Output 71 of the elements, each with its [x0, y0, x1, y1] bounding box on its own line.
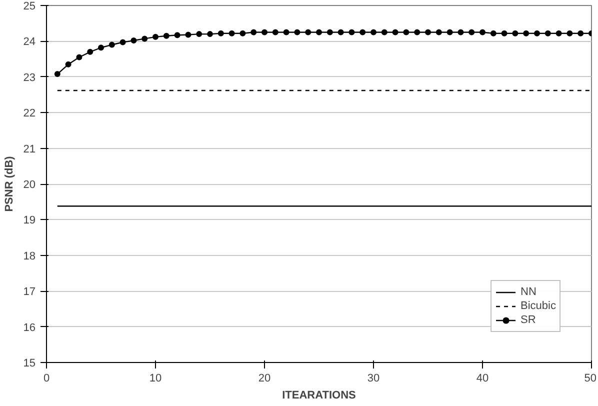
x-tick-label: 50: [584, 372, 597, 384]
point: [174, 32, 180, 38]
point: [142, 36, 148, 42]
point: [446, 29, 453, 36]
legend-label: NN: [520, 285, 538, 299]
y-tick-label: 16: [23, 322, 36, 334]
y-tick-label: 25: [23, 0, 36, 12]
point: [326, 29, 333, 36]
y-tick-label: 22: [23, 108, 36, 120]
point: [305, 29, 312, 36]
legend-label: Bicubic: [520, 299, 556, 313]
point: [152, 34, 158, 40]
x-tick-label: 10: [149, 372, 162, 384]
point: [480, 29, 486, 36]
point: [578, 30, 584, 36]
x-axis-title: ITEARATIONS: [282, 390, 356, 402]
point: [458, 29, 464, 36]
y-tick-label: 20: [23, 179, 36, 191]
point: [250, 29, 257, 36]
y-tick-label: 15: [23, 358, 36, 370]
y-tick-label: 24: [23, 36, 36, 48]
point: [54, 71, 60, 78]
point: [316, 29, 322, 36]
point: [523, 30, 530, 36]
point: [392, 29, 398, 36]
point: [240, 30, 246, 36]
y-tick-label: 17: [23, 286, 36, 298]
point: [468, 29, 475, 36]
x-tick-label: 30: [367, 372, 380, 384]
point: [87, 48, 94, 55]
point: [262, 29, 268, 36]
point: [185, 32, 192, 38]
point: [490, 30, 496, 36]
point: [414, 29, 420, 36]
point: [556, 30, 562, 36]
point: [566, 30, 573, 36]
point: [283, 29, 290, 36]
point: [218, 30, 224, 36]
legend-label: SR: [520, 313, 537, 327]
point: [294, 29, 300, 36]
point: [403, 29, 410, 36]
point: [534, 30, 540, 36]
point: [544, 30, 551, 36]
point: [65, 61, 72, 68]
point: [108, 42, 115, 48]
point: [130, 37, 137, 44]
point: [120, 39, 126, 46]
x-tick-label: 40: [476, 372, 489, 384]
y-axis-title: PSNR (dB): [3, 156, 16, 212]
point: [338, 29, 344, 36]
point: [272, 29, 278, 36]
point: [196, 31, 202, 38]
point: [76, 54, 82, 60]
point: [98, 44, 104, 51]
point: [512, 30, 518, 36]
y-tick-label: 21: [23, 143, 36, 156]
y-tick-label: 19: [23, 214, 36, 227]
point: [370, 29, 376, 36]
point: [425, 29, 431, 36]
point: [207, 31, 213, 38]
x-tick-label: 20: [258, 372, 271, 384]
point: [436, 29, 442, 36]
point: [228, 30, 235, 36]
point: [348, 29, 355, 36]
point: [360, 29, 366, 36]
point: [163, 32, 170, 39]
point: [381, 29, 388, 36]
point: [501, 30, 508, 36]
x-tick-label: 0: [43, 372, 50, 384]
y-tick-label: 18: [23, 250, 36, 262]
y-tick-label: 23: [23, 72, 36, 84]
